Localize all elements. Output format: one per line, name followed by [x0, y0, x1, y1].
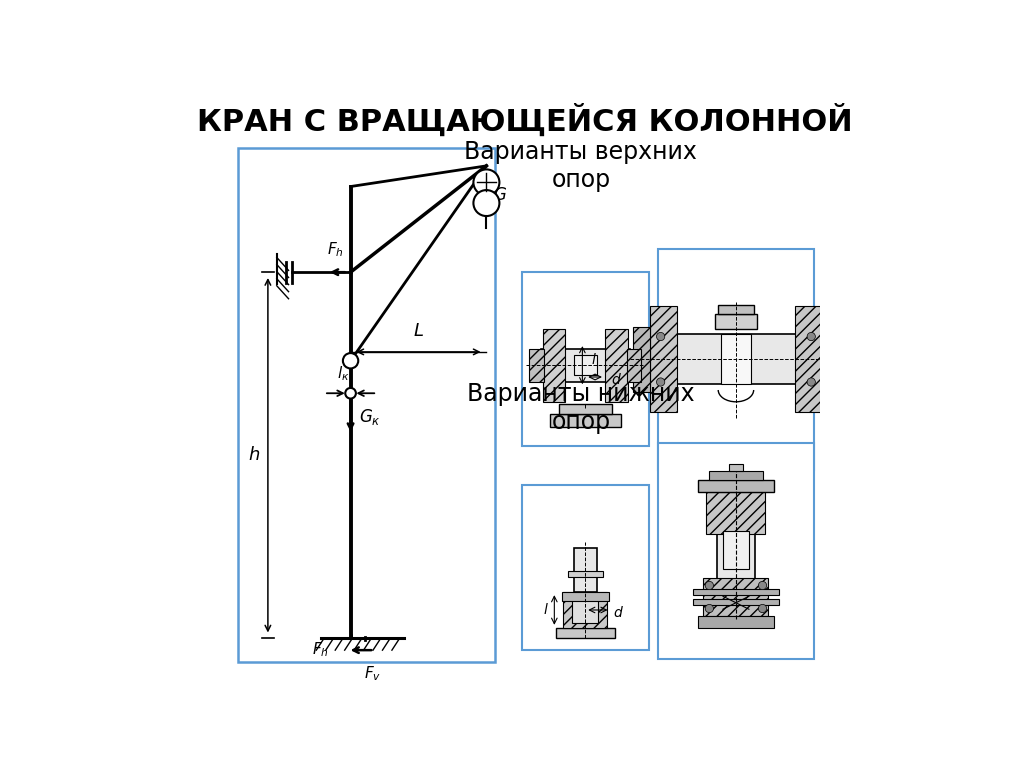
Bar — [541, 349, 630, 382]
Bar — [650, 306, 677, 413]
FancyBboxPatch shape — [239, 148, 496, 662]
Bar — [562, 592, 609, 601]
Bar — [605, 328, 628, 402]
Text: $F_h$: $F_h$ — [312, 640, 329, 660]
Circle shape — [473, 190, 500, 216]
Text: Варианты верхних
опор: Варианты верхних опор — [465, 140, 697, 192]
Bar — [795, 306, 821, 413]
Circle shape — [706, 581, 714, 590]
Bar — [718, 305, 754, 314]
Bar — [573, 548, 597, 592]
Bar — [717, 475, 755, 616]
FancyBboxPatch shape — [522, 485, 649, 650]
Circle shape — [345, 388, 356, 399]
Text: $l$: $l$ — [543, 603, 549, 617]
Text: $F_v$: $F_v$ — [364, 664, 381, 683]
FancyBboxPatch shape — [657, 249, 814, 470]
Circle shape — [759, 581, 767, 590]
Circle shape — [706, 604, 714, 613]
FancyBboxPatch shape — [657, 443, 814, 659]
Text: $F_h$: $F_h$ — [328, 241, 344, 259]
Text: $L$: $L$ — [413, 322, 424, 340]
Bar — [627, 349, 641, 382]
Text: $G_к$: $G_к$ — [359, 407, 381, 427]
Bar — [559, 403, 612, 414]
Text: $h$: $h$ — [248, 446, 260, 464]
Bar — [821, 327, 840, 392]
Circle shape — [807, 332, 815, 341]
Bar — [721, 334, 751, 384]
Circle shape — [759, 604, 767, 613]
Text: КРАН С ВРАЩАЮЩЕЙСЯ КОЛОННОЙ: КРАН С ВРАЩАЮЩЕЙСЯ КОЛОННОЙ — [197, 104, 853, 137]
FancyBboxPatch shape — [522, 272, 649, 446]
Text: Варианты нижних
опор: Варианты нижних опор — [467, 382, 694, 434]
Circle shape — [473, 170, 500, 196]
Bar — [693, 599, 779, 604]
Text: $l_к$: $l_к$ — [337, 364, 350, 383]
Circle shape — [343, 353, 358, 368]
Bar — [674, 334, 798, 384]
Text: $d$: $d$ — [613, 605, 625, 621]
Bar — [529, 349, 544, 382]
Bar — [543, 328, 565, 402]
Bar — [710, 472, 763, 480]
Bar — [716, 314, 757, 328]
Bar — [703, 578, 768, 616]
Bar — [707, 492, 766, 534]
Bar — [723, 531, 749, 569]
Bar — [633, 327, 650, 392]
Bar — [693, 589, 779, 595]
Circle shape — [807, 378, 815, 386]
Bar — [567, 571, 603, 577]
Bar — [729, 464, 743, 472]
Circle shape — [656, 332, 665, 341]
Circle shape — [656, 378, 665, 386]
Bar — [697, 616, 774, 628]
Bar — [556, 627, 614, 638]
Bar — [550, 414, 621, 427]
Bar — [563, 592, 607, 627]
Bar — [572, 597, 598, 623]
Text: $d$: $d$ — [610, 373, 622, 387]
Bar — [573, 355, 597, 375]
Text: $G$: $G$ — [494, 186, 508, 204]
Bar — [697, 480, 774, 492]
Text: $l$: $l$ — [591, 352, 597, 367]
